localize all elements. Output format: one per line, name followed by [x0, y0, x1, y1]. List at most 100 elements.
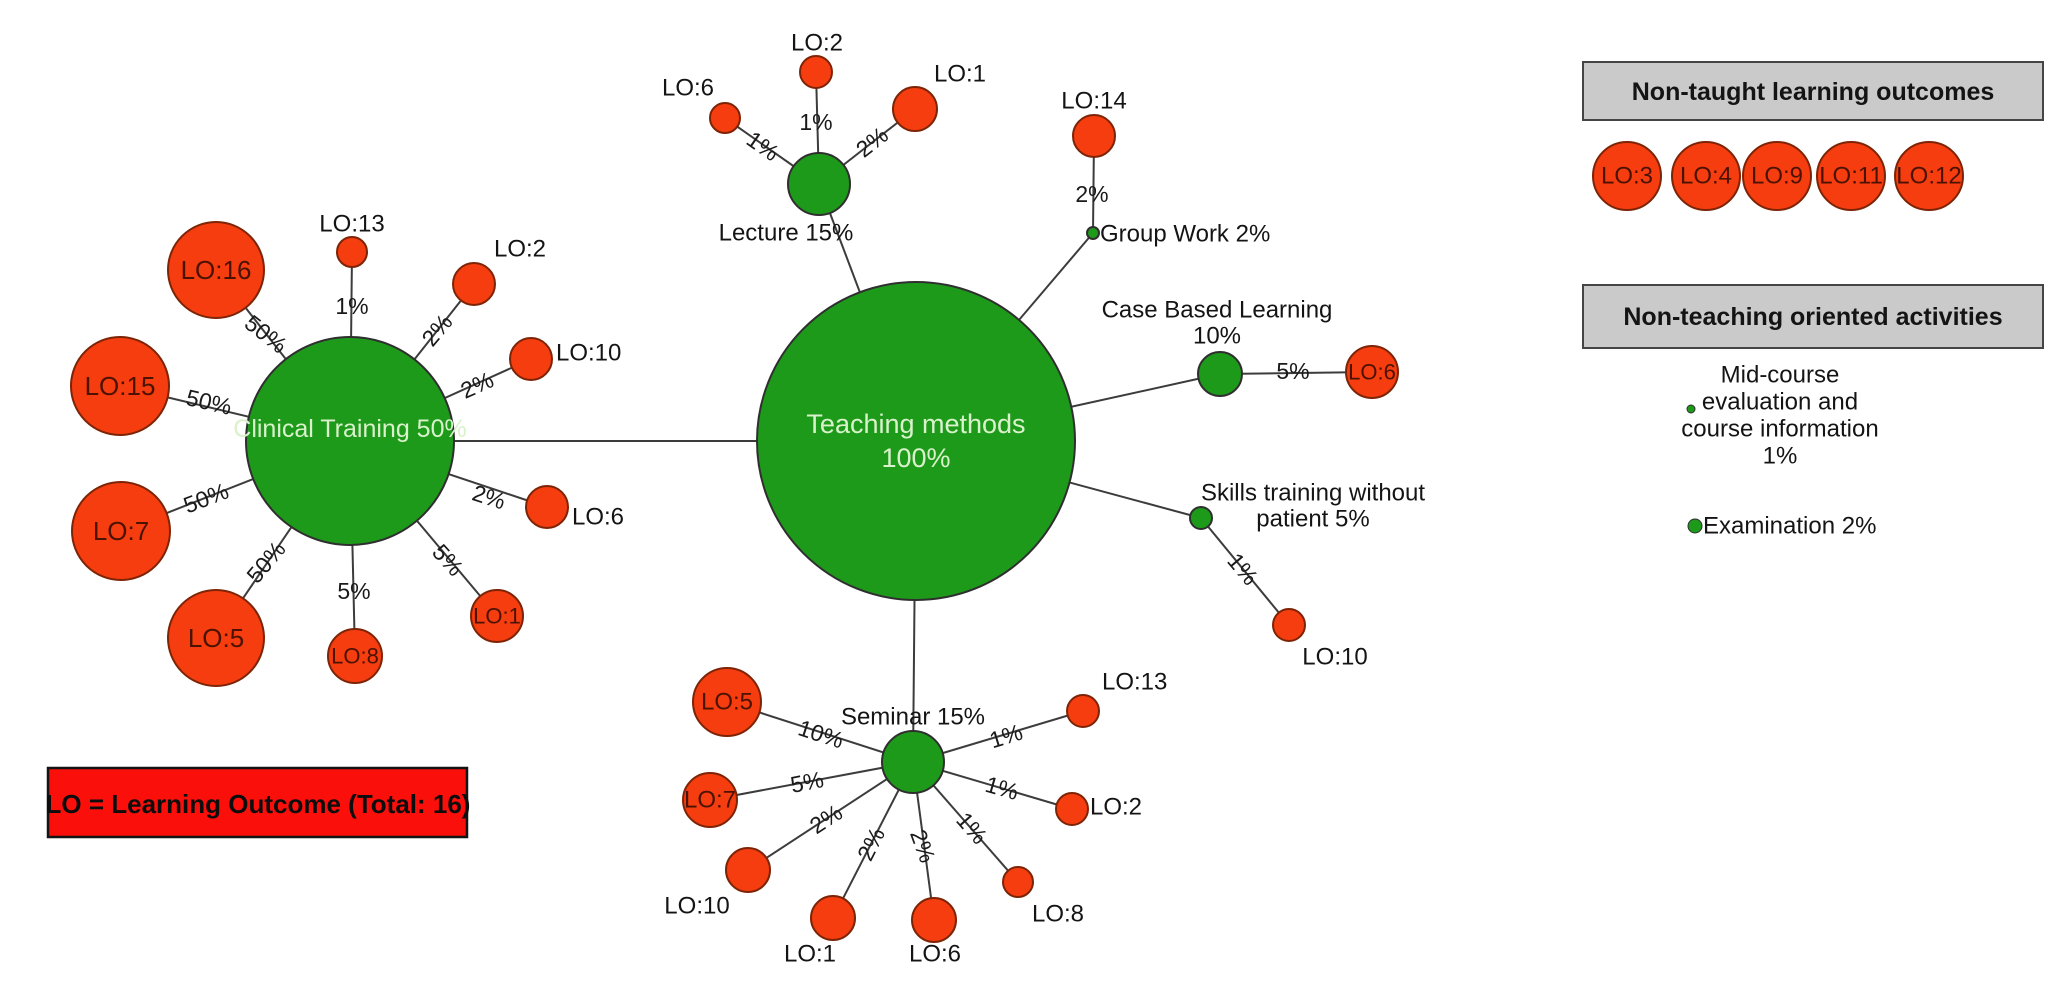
float-label-9: LO:14: [1061, 88, 1126, 115]
edge-weight-label-8: 50%: [241, 536, 291, 588]
activity-dot-1: [1686, 404, 1696, 414]
edge-weight-label-4: 2%: [457, 366, 498, 403]
edge-weight-label-23: 1%: [982, 771, 1021, 805]
float-label-2: LO:2: [494, 236, 546, 263]
node-label-cbl-lo6: LO:6: [1348, 360, 1396, 385]
lo-node-seminar-lo2: [1055, 792, 1089, 826]
edge-weight-label-12: 1%: [799, 109, 832, 135]
edge-weight-label-9: 50%: [180, 478, 232, 519]
labels-layer: 50%1%2%2%2%5%5%50%50%50%1%1% 2%2%5%1%10%5…: [180, 30, 1426, 968]
hub-node-seminar: [881, 730, 945, 794]
non-taught-circle-label-lo11: LO:11: [1819, 163, 1883, 190]
lo-node-seminar-lo1: [810, 895, 856, 941]
edge-weight-label-10: 50%: [184, 384, 235, 420]
node-label-clinical-lo16: LO:16: [181, 255, 252, 285]
hub-node-group-work: [1086, 226, 1100, 240]
edge-weight-label-19: 2%: [805, 799, 847, 839]
edge-weight-label-17: 10%: [795, 715, 847, 754]
non-taught-circle-lo4: [1671, 141, 1741, 211]
hub-node-skills-training: [1189, 506, 1213, 530]
non-teaching-panel-title: Non-teaching oriented activities: [1623, 303, 2002, 331]
edge-weight-label-2: 1%: [335, 293, 368, 319]
edge-weight-label-24: 1%: [986, 719, 1025, 754]
float-label-20: LO:13: [1102, 669, 1167, 696]
activity-label-1-line2: evaluation and: [1702, 389, 1858, 416]
float-label-12-line2: patient 5%: [1256, 506, 1369, 533]
node-label-clinical-lo8: LO:8: [331, 644, 379, 669]
node-label-clinical-lo5: LO:5: [188, 623, 244, 653]
activity-label-1-line1: Mid-course: [1721, 362, 1840, 389]
lo-node-clinical-lo2: [452, 262, 496, 306]
non-teaching-panel-box: [1582, 284, 2044, 349]
non-taught-circle-lo9: [1742, 141, 1812, 211]
node-label-clinical-lo1: LO:1: [473, 604, 521, 629]
node-label-teaching-line1: Teaching methods: [806, 409, 1025, 439]
edge-weight-label-1: 50%: [240, 310, 292, 359]
lo-node-clinical-lo8: [327, 628, 383, 684]
legend-group: LO = Learning Outcome (Total: 16): [46, 766, 471, 839]
float-label-5: Lecture 15%: [719, 220, 854, 247]
lo-node-clinical-lo7: [71, 481, 171, 581]
non-taught-circle-label-lo12: LO:12: [1896, 163, 1961, 190]
lo-node-seminar-lo7: [682, 772, 738, 828]
edge-weight-label-3: 2%: [416, 309, 457, 351]
non-taught-circle-lo3: [1592, 141, 1662, 211]
lo-node-clinical-lo1: [470, 589, 524, 643]
activity-dot-2: [1687, 518, 1703, 534]
float-label-10: Group Work 2%: [1100, 221, 1270, 248]
float-label-12-line1: Skills training without: [1201, 480, 1425, 507]
non-taught-panel-title: Non-taught learning outcomes: [1632, 78, 1995, 106]
node-label-teaching-line2: 100%: [881, 443, 950, 473]
lo-node-clinical-lo13: [336, 236, 368, 268]
float-label-11-line1: Case Based Learning: [1102, 297, 1333, 324]
non-taught-circle-label-lo4: LO:4: [1680, 163, 1732, 190]
edge-weight-label-5: 2%: [469, 479, 509, 514]
float-label-15: LO:10: [664, 893, 729, 920]
lo-node-clinical-lo16: [167, 221, 265, 319]
float-label-18: LO:8: [1032, 901, 1084, 928]
edge-weight-label-7: 5%: [337, 578, 370, 604]
float-label-16: LO:1: [784, 941, 836, 968]
lo-legend-text: LO = Learning Outcome (Total: 16): [46, 789, 471, 819]
node-label-clinical-lo7: LO:7: [93, 516, 149, 546]
lo-legend-box: [46, 766, 469, 839]
lo-node-clinical-lo6: [525, 485, 569, 529]
panels-layer: Non-taught learning outcomes Non-teachin…: [1582, 61, 2044, 540]
edge-weight-label-20: 2%: [852, 823, 890, 864]
float-label-11-line2: 10%: [1193, 323, 1241, 350]
lo-node-groupwork-lo14: [1072, 114, 1116, 158]
non-taught-circle-lo12: [1894, 141, 1964, 211]
edge-weight-label-18: 5%: [788, 766, 826, 798]
non-taught-circle-label-lo3: LO:3: [1601, 163, 1653, 190]
hub-node-clinical: [245, 336, 455, 546]
edge-skills-training--skills-lo10: [1200, 517, 1290, 626]
lo-node-seminar-lo13: [1066, 694, 1100, 728]
lo-node-lecture-lo1: [892, 86, 938, 132]
float-label-7: LO:2: [791, 30, 843, 57]
activity-label-1-line4: 1%: [1763, 443, 1798, 470]
edge-seminar--seminar-lo7: [709, 761, 914, 801]
lo-node-clinical-lo10: [509, 337, 553, 381]
non-taught-circle-label-lo9: LO:9: [1751, 163, 1803, 190]
hub-node-lecture: [787, 152, 851, 216]
activity-label-2-line1: Examination 2%: [1703, 513, 1876, 540]
float-label-13: LO:10: [1302, 644, 1367, 671]
lo-node-cbl-lo6: [1345, 345, 1399, 399]
lo-node-lecture-lo6: [709, 102, 741, 134]
lo-node-lecture-lo2: [799, 55, 833, 89]
float-label-19: LO:2: [1090, 794, 1142, 821]
edge-weight-label-15: 5%: [1276, 358, 1309, 384]
edge-weight-label-14: 2%: [1075, 181, 1108, 207]
edge-seminar--seminar-lo10: [747, 761, 914, 871]
lo-node-seminar-lo5: [692, 667, 762, 737]
edge-weight-label-16: 1%: [1222, 548, 1263, 590]
edge-weight-label-11: 1%: [742, 126, 784, 166]
non-taught-circle-lo11: [1816, 141, 1886, 211]
non-taught-panel-box: [1582, 61, 2044, 121]
float-label-6: LO:6: [662, 75, 714, 102]
lo-node-seminar-lo6: [911, 897, 957, 943]
node-label-clinical-lo15: LO:15: [85, 371, 156, 401]
lo-node-clinical-lo5: [167, 589, 265, 687]
